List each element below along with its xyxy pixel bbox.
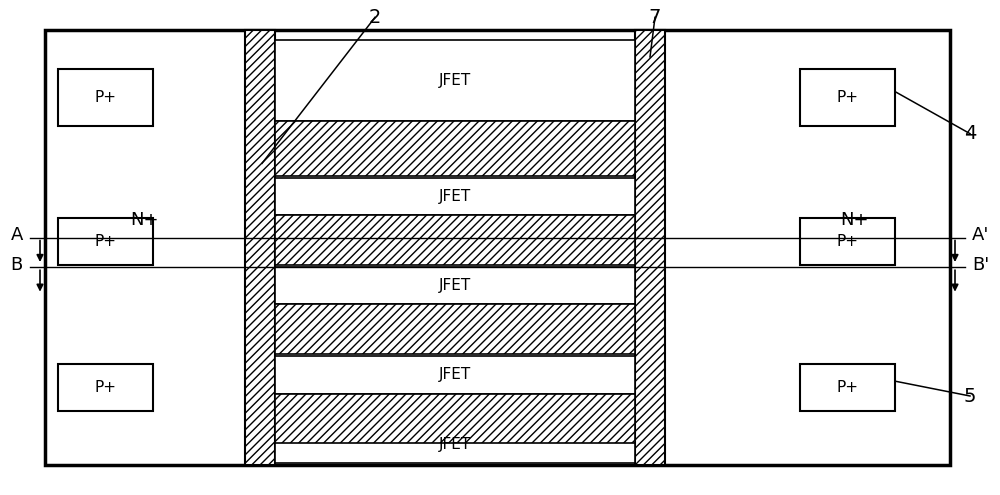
Text: P+: P+ bbox=[95, 90, 117, 105]
Bar bbox=[635, 30, 665, 465]
Bar bbox=[800, 364, 895, 411]
Text: 4: 4 bbox=[964, 124, 976, 143]
Bar bbox=[58, 364, 153, 411]
Text: B': B' bbox=[972, 256, 989, 274]
Bar bbox=[58, 69, 153, 126]
Bar bbox=[275, 356, 635, 394]
Text: P+: P+ bbox=[836, 90, 858, 105]
Text: P+: P+ bbox=[95, 234, 117, 249]
Bar bbox=[275, 215, 635, 265]
Bar bbox=[275, 40, 635, 121]
Text: A': A' bbox=[972, 226, 989, 244]
Text: B: B bbox=[11, 256, 23, 274]
Text: JFET: JFET bbox=[439, 437, 471, 452]
Bar bbox=[800, 69, 895, 126]
Bar bbox=[275, 426, 635, 463]
Text: N+: N+ bbox=[131, 211, 159, 229]
Bar bbox=[275, 267, 635, 304]
Bar bbox=[275, 394, 635, 443]
Text: JFET: JFET bbox=[439, 189, 471, 204]
Bar bbox=[58, 218, 153, 265]
Text: 5: 5 bbox=[964, 387, 976, 405]
Text: 2: 2 bbox=[369, 8, 381, 27]
Bar bbox=[275, 304, 635, 354]
Bar bbox=[800, 218, 895, 265]
Text: JFET: JFET bbox=[439, 278, 471, 294]
Text: N+: N+ bbox=[841, 211, 869, 229]
Text: JFET: JFET bbox=[439, 73, 471, 88]
Bar bbox=[45, 30, 950, 465]
Text: JFET: JFET bbox=[439, 367, 471, 383]
Text: P+: P+ bbox=[95, 380, 117, 395]
Bar bbox=[275, 178, 635, 215]
Text: A: A bbox=[11, 226, 23, 244]
Text: P+: P+ bbox=[836, 234, 858, 249]
Text: 7: 7 bbox=[649, 8, 661, 27]
Text: P+: P+ bbox=[836, 380, 858, 395]
Bar bbox=[275, 121, 635, 176]
Bar bbox=[245, 30, 275, 465]
